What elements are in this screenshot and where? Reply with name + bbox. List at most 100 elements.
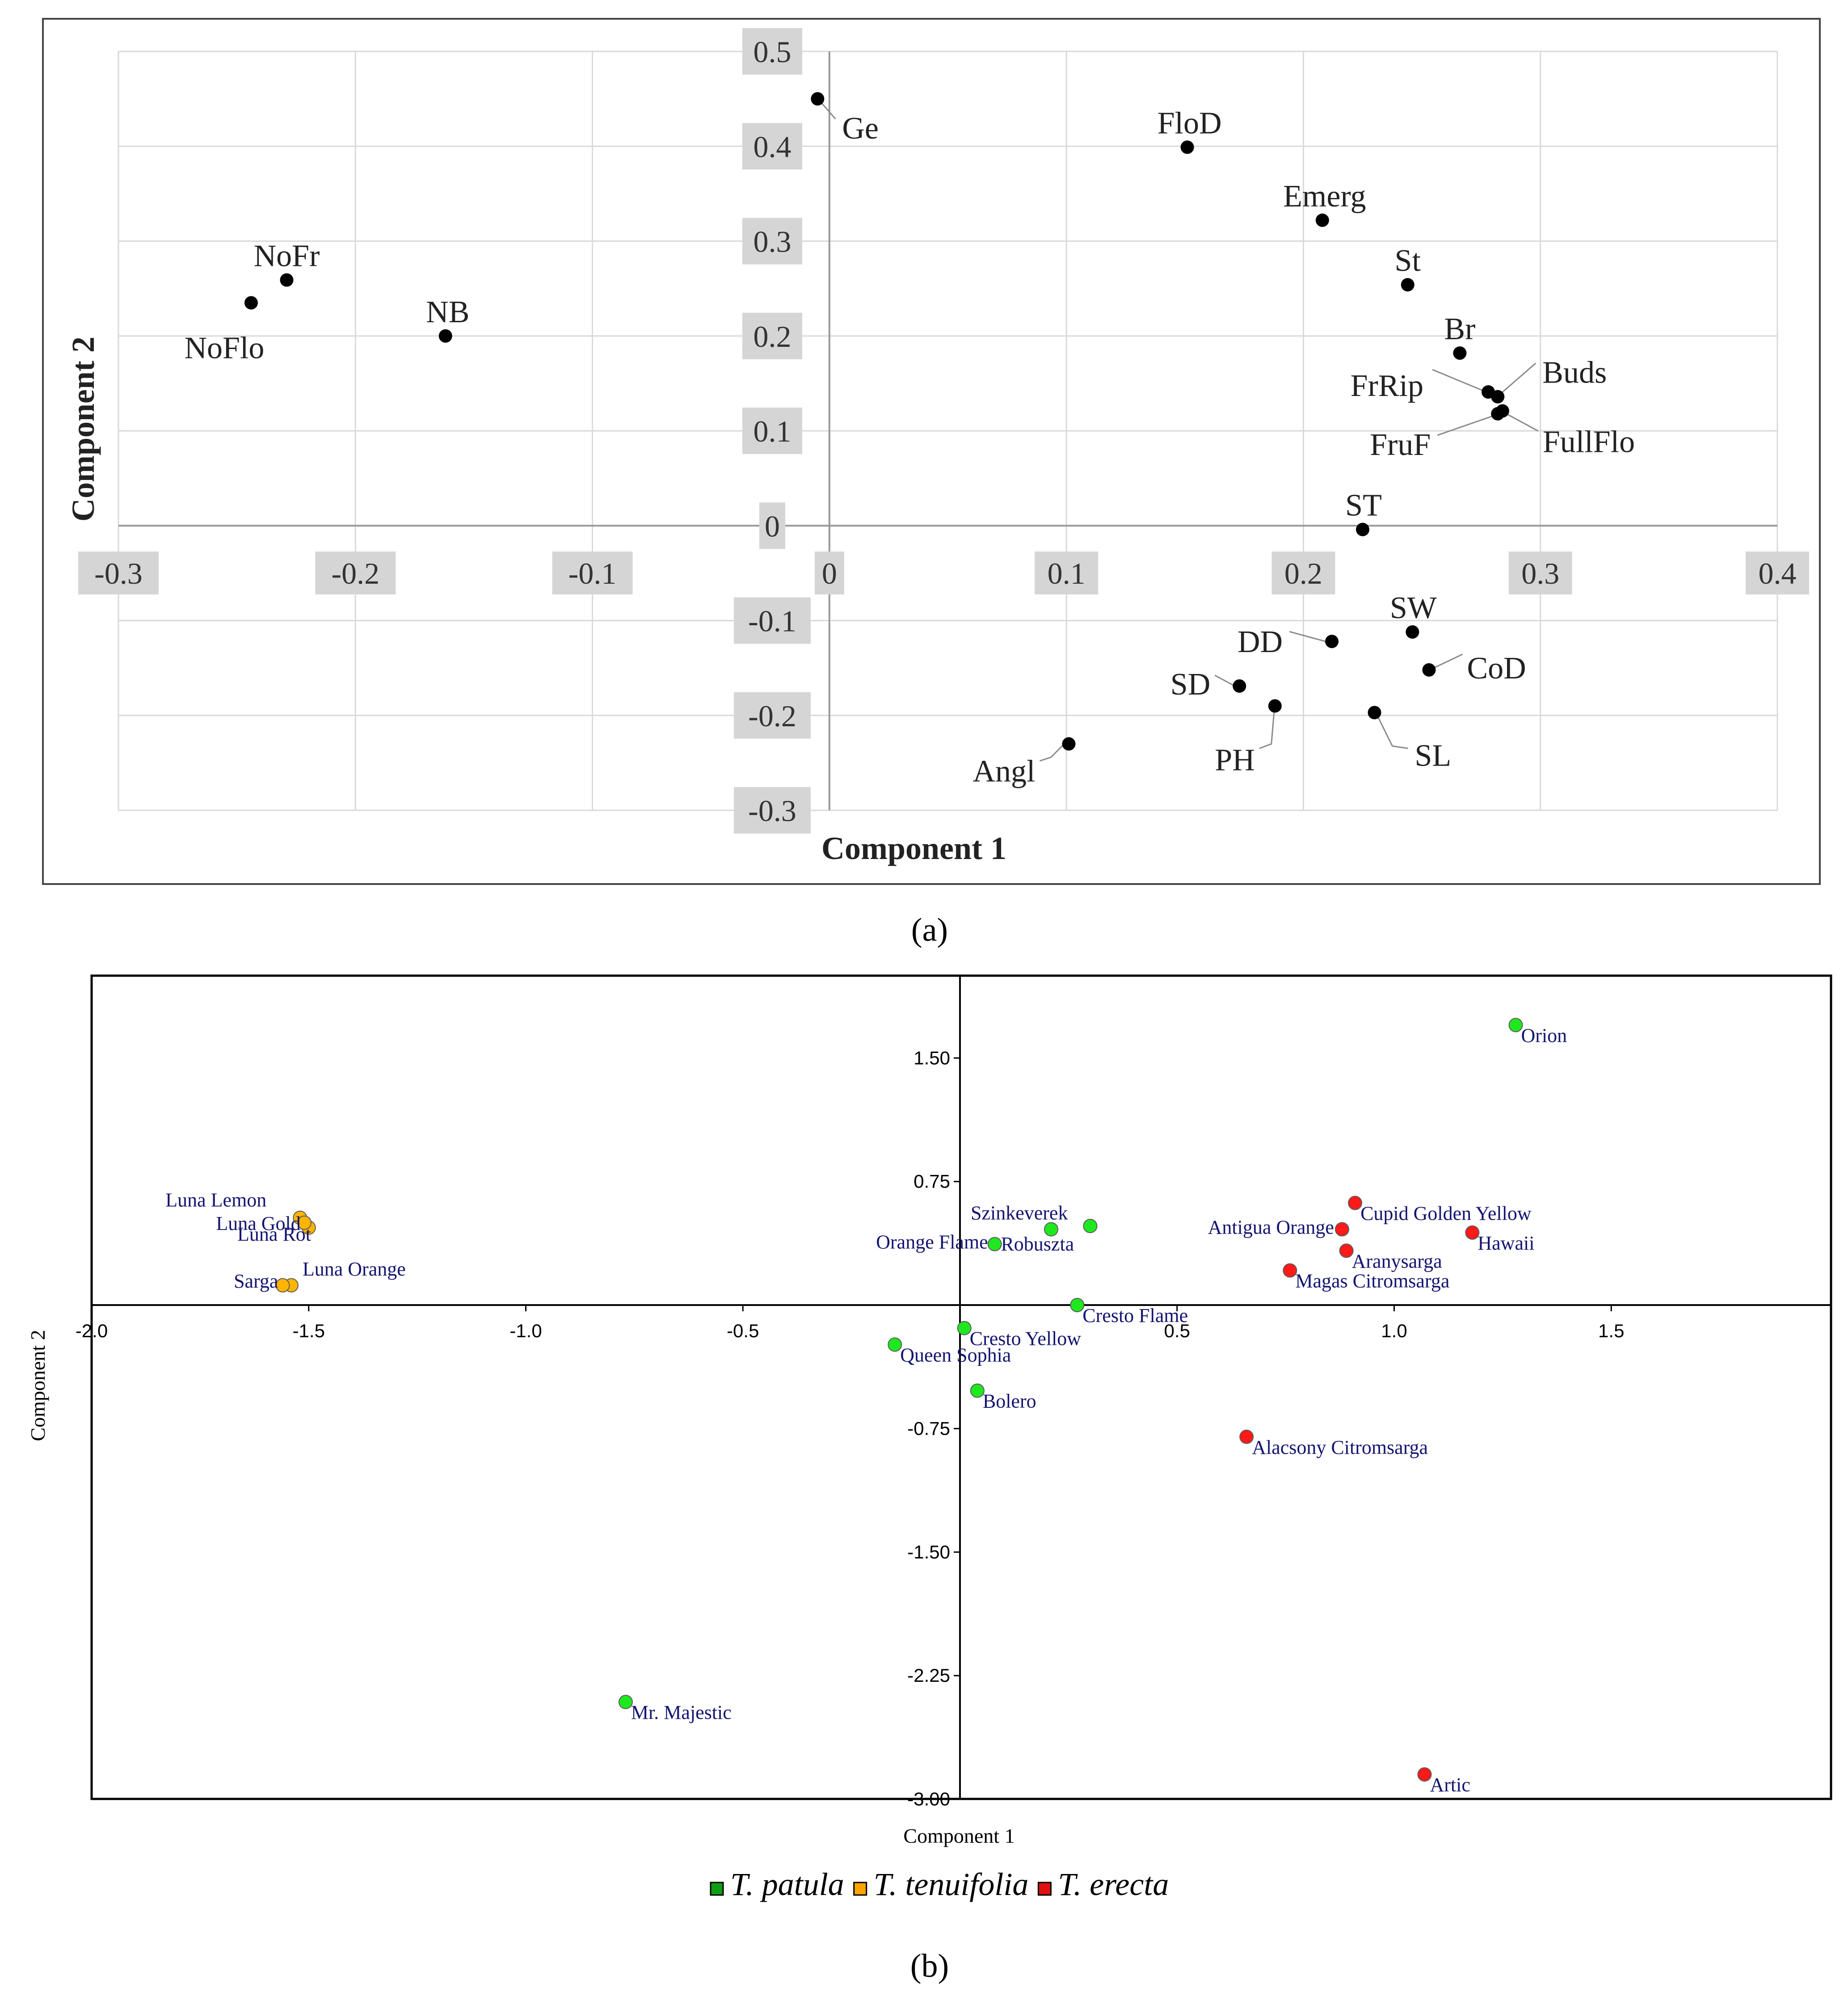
panel-a-x-tick-bg [1508,552,1572,594]
point-label-noflo: NoFlo [184,331,264,365]
point-flod [1180,140,1194,154]
panel-b-y-tick-label: -2.25 [907,1665,950,1686]
point-orion [1508,1018,1523,1032]
point-label-orange-flame: Orange Flame [876,1231,988,1253]
point-label-frrip: FrRip [1351,369,1423,403]
panel-a-y-tick-bg [742,408,802,454]
panel-a-x-tick-label: -0.3 [94,556,143,590]
point-fullflo [1495,404,1509,418]
point-label-sw: SW [1390,591,1437,625]
panel-a-y-tick-label: 0.4 [754,130,791,164]
panel-a-y-tick-label: -0.3 [748,794,796,828]
point-robuszta [1083,1219,1098,1234]
point-szinkeverek [1044,1222,1059,1237]
point-label-buds: Buds [1542,356,1607,390]
point-label-ge: Ge [842,111,879,146]
point-label-luna-rot: Luna Rot [237,1223,311,1245]
panel-a-x-tick-bg [78,552,159,594]
panel-b-x-tick-label: -1.0 [509,1320,542,1341]
panel-b-x-axis-label: Component 1 [903,1824,1015,1847]
panel-a-x-tick-bg [1035,552,1099,594]
point-noflo [244,296,258,310]
panel-b-axes [92,976,1831,1799]
panel-a-y-tick-label: 0.2 [754,320,791,354]
point-label-cupid-golden-yellow: Cupid Golden Yellow [1360,1203,1532,1225]
panel-b-caption: (b) [910,1948,949,1984]
panel-a-y-tick-label: -0.2 [748,699,796,733]
panel-b-x-tick-label: 1.0 [1381,1320,1407,1341]
point-label-nofr: NoFr [254,239,320,274]
point-label-br: Br [1444,312,1475,346]
point-buds [1491,390,1505,404]
point-dd [1325,635,1339,649]
panel-b-y-axis-label: Component 2 [26,1330,49,1441]
legend-label-t-tenuifolia: T. tenuifolia [874,1866,1029,1902]
point-queen-sophia [888,1337,902,1352]
panel-a-points [244,92,1509,751]
point-label-cresto-yellow: Cresto Yellow [970,1328,1082,1350]
point-st [1401,278,1414,292]
point-label-aranysarga: Aranysarga [1352,1250,1442,1272]
panel-b-x-tick-label: -2.0 [76,1320,108,1341]
panel-b-y-tick-label: 1.50 [913,1047,950,1068]
point-artic [1417,1767,1432,1782]
point-cresto-yellow [957,1321,972,1335]
panel-a-x-tick-label: -0.2 [331,556,379,590]
point-ge [811,92,825,106]
panel-a-y-tick-label: -0.1 [748,604,796,638]
panel-b-y-tick-label: 0.75 [913,1171,950,1192]
point-br [1453,346,1467,360]
legend-swatch-t-tenuifolia [853,1882,867,1896]
point-label-emerg: Emerg [1283,179,1366,214]
point-label-flod: FloD [1158,106,1222,140]
panel-a-y-tick-label: 0.1 [754,414,791,448]
panel-a-x-tick-label: 0.1 [1048,556,1086,590]
point-label-artic: Artic [1430,1774,1470,1796]
panel-b-legend: T. patula T. tenuifolia T. erecta [710,1866,1169,1902]
point-label-sarga: Sarga [234,1270,278,1292]
point-label-angl: Angl [972,754,1035,788]
panel-a-y-tick-bg [759,502,785,549]
point-antigua-orange [1334,1222,1349,1237]
panel-a-frame [42,18,1821,885]
point-label-sl: SL [1415,738,1452,773]
panel-a-y-tick-bg [734,692,811,739]
panel-b-x-tick-label: -1.5 [293,1320,325,1341]
panel-b-y-tick-label: -0.75 [907,1418,950,1439]
panel-a-y-tick-label: 0.5 [754,35,791,69]
panel-b-y-tick-label: -3.00 [907,1789,950,1810]
panel-b-tick-labels: -2.0 -1.5 -1.0 -0.5 0.5 1.0 1.5 1.50 0.75 -0.75 -1… [76,1047,1625,1809]
point-sl [1368,706,1381,720]
legend-label-t-erecta: T. erecta [1058,1866,1169,1902]
panel-b-x-tick-label: -0.5 [727,1320,759,1341]
panel-b-points [275,1018,1523,1782]
point-label-bolero: Bolero [983,1390,1036,1412]
panel-a-pca-loadings: -0.3 -0.2 -0.1 0 0.1 0.2 0.3 0.4 0.5 0.4 0.3 0.2 0.1… [42,18,1821,885]
point-orange-flame [987,1237,1002,1251]
panel-b-y-tick-label: -1.50 [907,1541,950,1562]
point-cod [1422,663,1436,677]
point-bolero [970,1383,985,1398]
panel-a-caption: (a) [911,912,948,948]
panel-a-x-tick-label: 0.4 [1759,556,1797,590]
point-aranysarga [1339,1243,1354,1258]
panel-a-y-tick-bg [734,787,811,834]
panel-a-y-tick-bg [742,312,802,359]
point-mr-majestic [618,1695,633,1710]
panel-a-x-tick-bg [1271,552,1335,594]
point-magas-citromsarga [1283,1263,1297,1278]
point-ph [1268,699,1282,713]
legend-label-t-patula: T. patula [730,1866,844,1902]
point-label-st: ST [1345,489,1382,523]
panel-a-x-tick-label: -0.1 [568,556,617,590]
point-label-luna-lemon: Luna Lemon [165,1189,266,1211]
point-nofr [280,273,294,287]
panel-a-axes [118,51,1777,810]
point-label-mr-majestic: Mr. Majestic [631,1701,732,1723]
panel-a-x-tick-label: 0.2 [1284,556,1322,590]
point-sarga [275,1278,290,1293]
panel-a-x-tick-label: 0.3 [1521,556,1559,590]
panel-b-x-tick-label: 0.5 [1164,1320,1190,1341]
point-label-alacsony-citromsarga: Alacsony Citromsarga [1252,1436,1428,1458]
panel-b-frame [90,974,1832,1800]
